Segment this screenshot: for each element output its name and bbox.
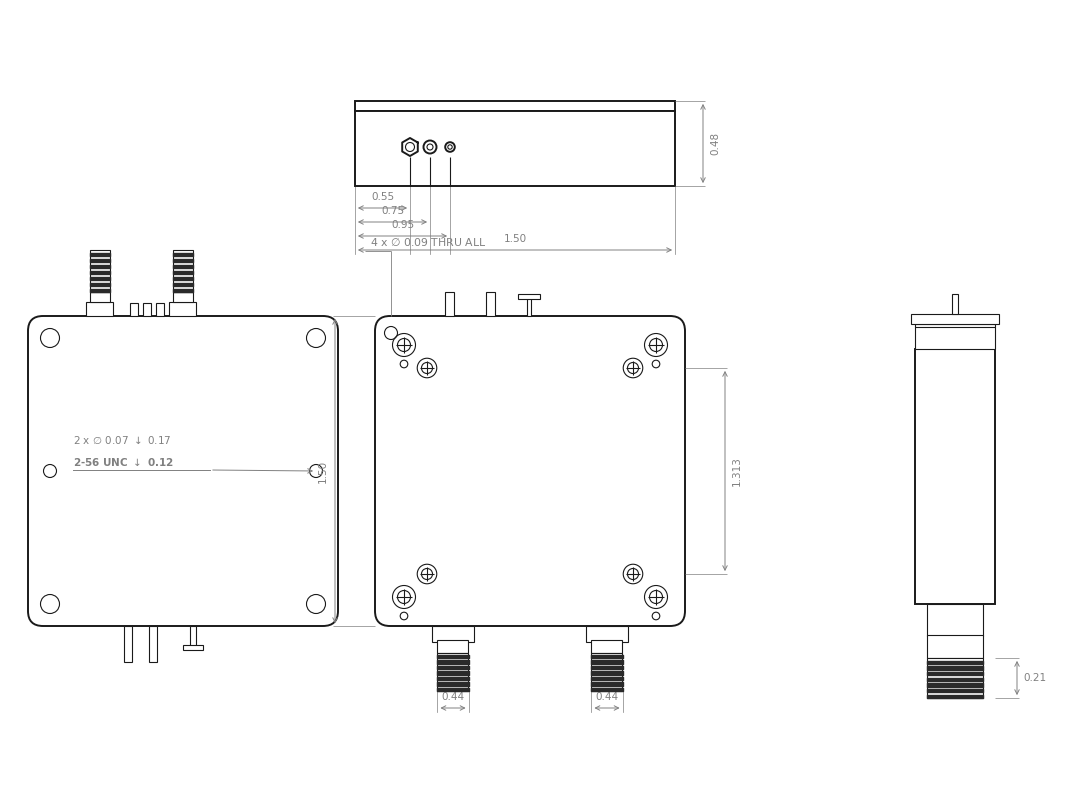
Bar <box>485 292 495 316</box>
Text: 0.21: 0.21 <box>1023 673 1046 683</box>
Bar <box>432 626 474 642</box>
Bar <box>90 250 110 292</box>
Bar <box>90 292 110 302</box>
FancyBboxPatch shape <box>375 316 685 626</box>
Bar <box>586 626 628 642</box>
Bar <box>437 640 468 653</box>
Bar <box>131 303 138 316</box>
Text: 0.55: 0.55 <box>371 192 394 202</box>
Bar <box>355 111 675 186</box>
Bar <box>174 292 193 302</box>
Text: 0.75: 0.75 <box>381 206 404 216</box>
Text: 0.95: 0.95 <box>391 220 414 230</box>
Text: 2-56 UNC $\downarrow$ 0.12: 2-56 UNC $\downarrow$ 0.12 <box>73 456 174 467</box>
Bar <box>927 635 983 658</box>
Bar <box>527 296 531 316</box>
Text: 0.44: 0.44 <box>595 692 619 702</box>
Bar <box>927 604 983 636</box>
Bar <box>952 294 957 314</box>
Bar <box>446 292 454 316</box>
FancyBboxPatch shape <box>28 316 338 626</box>
Text: 1.50: 1.50 <box>503 234 527 244</box>
Bar <box>591 653 622 691</box>
Bar <box>87 302 114 316</box>
Bar <box>169 302 196 316</box>
Bar <box>591 640 622 653</box>
Bar <box>518 294 540 299</box>
Text: 1.50: 1.50 <box>318 460 328 483</box>
Bar <box>927 658 983 698</box>
Bar <box>915 349 995 604</box>
Bar <box>149 626 157 662</box>
Text: 2 x $\varnothing$ 0.07 $\downarrow$ 0.17: 2 x $\varnothing$ 0.07 $\downarrow$ 0.17 <box>73 434 171 445</box>
Text: 4 x $\varnothing$ 0.09 THRU ALL: 4 x $\varnothing$ 0.09 THRU ALL <box>369 236 486 248</box>
Bar <box>156 303 164 316</box>
Text: 0.48: 0.48 <box>710 132 720 155</box>
Bar <box>144 303 151 316</box>
Text: 1.313: 1.313 <box>731 456 742 486</box>
Bar <box>183 645 203 650</box>
Bar <box>174 250 193 292</box>
Bar <box>911 314 999 324</box>
Bar <box>437 653 468 691</box>
Bar <box>355 101 675 111</box>
Bar <box>915 324 995 349</box>
Text: 0.44: 0.44 <box>441 692 465 702</box>
Bar <box>124 626 132 662</box>
Bar <box>190 626 196 648</box>
